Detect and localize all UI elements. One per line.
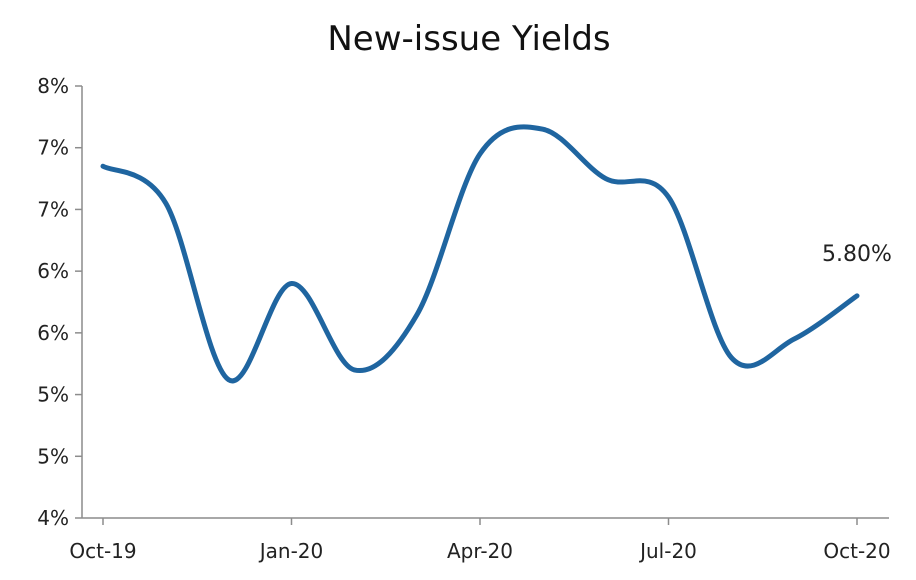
x-tick-label: Jul-20 — [638, 539, 697, 563]
x-axis-ticks: Oct-19 Jan-20 Apr-20 Jul-20 Oct-20 — [69, 518, 891, 563]
series-layer — [100, 124, 860, 384]
y-tick-label: 5% — [37, 383, 69, 407]
y-tick-label: 6% — [37, 259, 69, 283]
y-tick-label: 7% — [37, 136, 69, 160]
y-tick-label: 6% — [37, 321, 69, 345]
y-tick-label: 8% — [37, 74, 69, 98]
y-tick-label: 7% — [37, 197, 69, 221]
x-tick-label: Jan-20 — [258, 539, 324, 563]
series-line — [100, 124, 860, 384]
x-tick-label: Oct-20 — [823, 539, 890, 563]
annotation-layer: 5.80% — [822, 242, 892, 267]
chart-title: New-issue Yields — [327, 19, 610, 59]
x-tick-label: Apr-20 — [447, 539, 513, 563]
y-axis-ticks: 4% 5% 5% 6% 6% 7% 7% 8% — [37, 74, 82, 530]
y-tick-label: 4% — [37, 506, 69, 530]
y-tick-label: 5% — [37, 444, 69, 468]
data-label: 5.80% — [822, 242, 892, 267]
x-tick-label: Oct-19 — [69, 539, 136, 563]
